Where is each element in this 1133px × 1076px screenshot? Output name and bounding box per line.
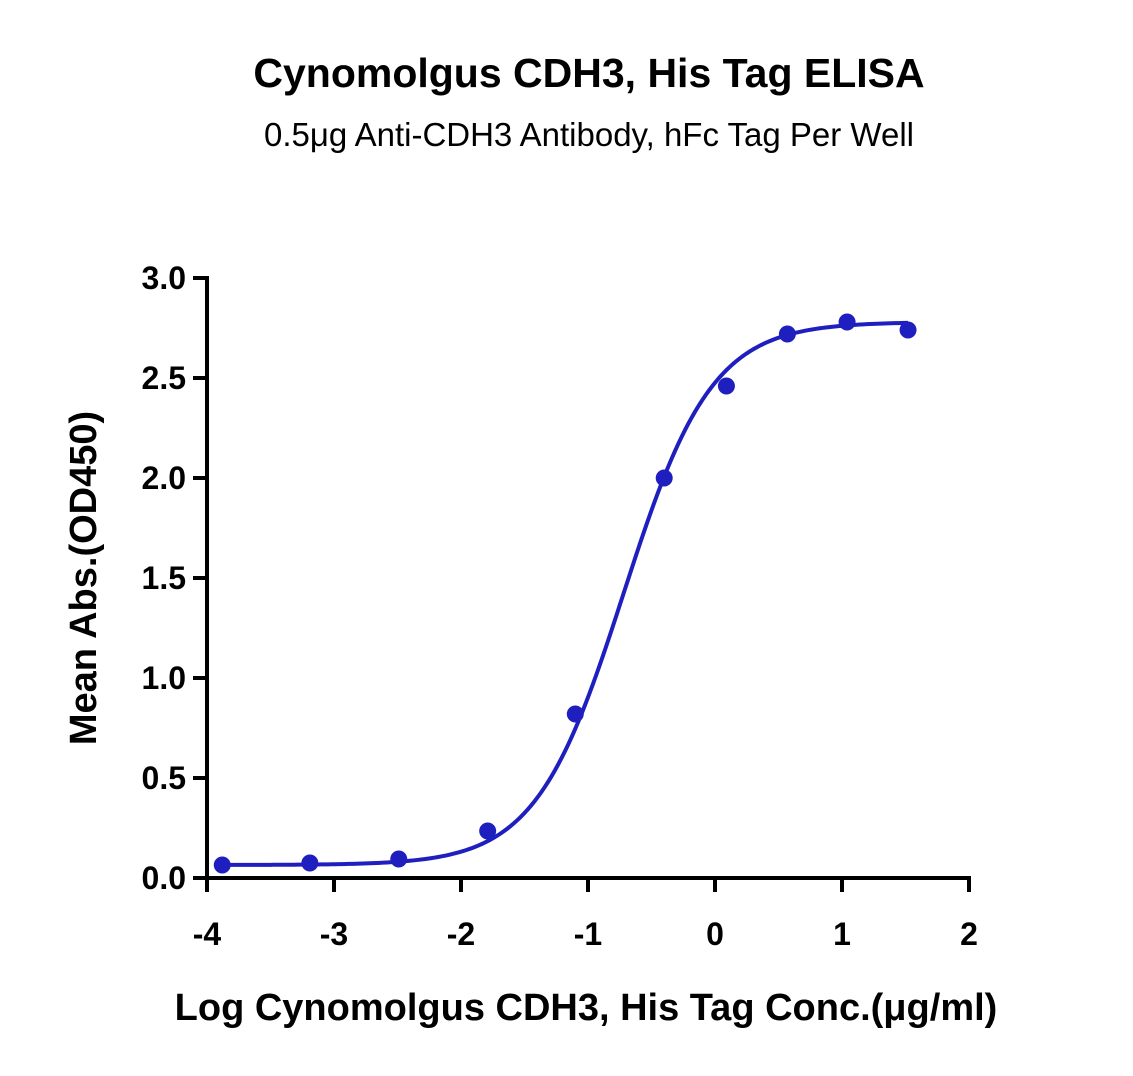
y-axis-label: Mean Abs.(OD450): [63, 411, 105, 745]
ticks: -4 -3 -2 -1 0 1 2 0.0 0.5 1.0 1.5 2.0 2.5 3.0: [142, 260, 978, 952]
x-tick-label: 2: [960, 916, 978, 952]
x-tick-label: 1: [833, 916, 851, 952]
y-tick-label: 3.0: [142, 260, 186, 296]
fit-curve: [222, 320, 909, 867]
y-tick-label: 2.0: [142, 460, 186, 496]
data-point: [717, 377, 735, 395]
y-tick-label: 2.5: [142, 360, 186, 396]
x-tick-label: -1: [574, 916, 602, 952]
axes: [205, 276, 971, 880]
x-tick-label: -3: [320, 916, 348, 952]
data-point: [899, 321, 917, 339]
data-point: [301, 854, 319, 872]
y-tick-label: 0.5: [142, 760, 186, 796]
data-point: [390, 850, 408, 868]
x-axis-label: Log Cynomolgus CDH3, His Tag Conc.(μg/ml…: [175, 987, 998, 1029]
data-point: [566, 705, 584, 723]
x-tick-label: -4: [193, 916, 222, 952]
data-point: [213, 856, 231, 874]
y-tick-label: 1.0: [142, 660, 186, 696]
x-tick-label: 0: [706, 916, 724, 952]
data-points: [213, 313, 917, 874]
y-tick-label: 0.0: [142, 860, 186, 896]
chart-title: Cynomolgus CDH3, His Tag ELISA: [253, 50, 925, 96]
y-tick-label: 1.5: [142, 560, 186, 596]
x-tick-label: -2: [447, 916, 475, 952]
data-point: [655, 469, 673, 487]
data-point: [479, 822, 497, 840]
data-point: [778, 325, 796, 343]
chart-subtitle: 0.5μg Anti-CDH3 Antibody, hFc Tag Per We…: [264, 116, 914, 153]
data-point: [838, 313, 856, 331]
